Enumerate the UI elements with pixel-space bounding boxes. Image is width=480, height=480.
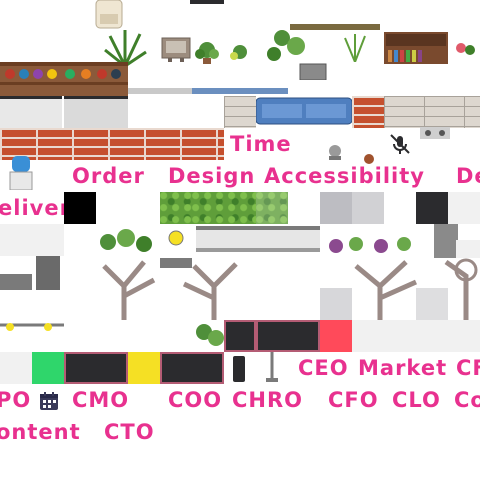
dark-panel-tile — [64, 352, 128, 384]
label-ceo: CEO — [298, 356, 349, 380]
bare-tree-icon — [64, 256, 256, 320]
street-lamp-icon — [160, 224, 192, 268]
street-lamp-icon — [0, 320, 64, 334]
dark-tile — [416, 192, 448, 224]
cabinet — [64, 96, 128, 128]
grass-tile — [192, 192, 256, 224]
floor-tile — [456, 240, 480, 258]
character-icon — [362, 150, 376, 164]
label-design: Design — [168, 164, 256, 188]
label-clo: CLO — [392, 388, 441, 412]
floor-tile — [352, 320, 480, 352]
bookshelf-icon — [384, 32, 448, 64]
grass-tile — [256, 192, 288, 224]
brick-wall-tile — [0, 128, 224, 160]
label-content: ontent — [0, 420, 81, 444]
gray-tile — [416, 288, 448, 320]
potted-plant-icon — [262, 24, 332, 81]
gray-tile — [320, 288, 352, 320]
dark-tile — [64, 192, 96, 224]
green-tile — [32, 352, 64, 384]
calendar-icon — [38, 390, 60, 412]
label-po: PO — [0, 388, 32, 412]
dark-panel-tile — [224, 320, 256, 352]
pillar — [36, 256, 60, 290]
potted-plant-icon — [340, 34, 370, 63]
armchair-icon — [92, 0, 126, 32]
cabinet — [0, 96, 62, 128]
character-icon — [326, 144, 344, 160]
gray-tile — [320, 192, 352, 224]
floor-tile — [448, 192, 480, 224]
label-cfo: CFO — [328, 388, 379, 412]
bare-tree-icon — [256, 256, 480, 320]
stove-icon — [420, 124, 450, 139]
tv-icon — [160, 36, 192, 62]
potted-plant-icon — [192, 320, 226, 352]
potted-plant-icon — [192, 40, 222, 64]
pillar — [434, 224, 458, 258]
label-order: Order — [72, 164, 145, 188]
dark-panel-tile — [160, 352, 224, 384]
yellow-tile — [128, 352, 160, 384]
floor-tile — [0, 352, 32, 384]
wall-strip — [190, 0, 224, 4]
potted-plant-icon — [326, 236, 416, 256]
label-deliver: eliver — [0, 196, 71, 220]
gray-tile — [352, 192, 384, 224]
label-cto: CTO — [104, 420, 155, 444]
trash-can-icon — [232, 354, 246, 382]
label-accessibility: Accessibility — [264, 164, 425, 188]
red-tile — [320, 320, 352, 352]
water-cooler-icon — [8, 156, 34, 191]
potted-plant-icon — [96, 228, 156, 256]
mic-off-icon — [388, 132, 412, 156]
dark-panel-tile — [256, 320, 320, 352]
stone-wall-tile — [224, 96, 256, 128]
potted-plant-icon — [452, 40, 478, 64]
pillar — [0, 274, 32, 290]
counter-strip — [192, 88, 288, 94]
label-co: Co — [454, 388, 480, 412]
label-market: Market — [358, 356, 448, 380]
label-coo: COO — [168, 388, 223, 412]
potted-plant-icon — [228, 44, 252, 64]
grass-tile — [160, 192, 192, 224]
brick-wall-tile — [352, 96, 384, 128]
shelf-strip — [290, 24, 380, 30]
counter-strip — [128, 88, 224, 94]
stone-wall-tile — [384, 96, 480, 128]
street-lamp-icon — [266, 352, 278, 384]
label-chro: CHRO — [232, 388, 304, 412]
sofa-icon — [255, 94, 353, 128]
label-de: De — [456, 164, 480, 188]
label-cmo: CMO — [72, 388, 130, 412]
kitchen-shelf — [0, 62, 128, 96]
label-cp: CF — [456, 356, 480, 380]
bench — [196, 226, 320, 252]
label-time: Time — [230, 132, 292, 156]
floor-tile — [0, 224, 64, 256]
